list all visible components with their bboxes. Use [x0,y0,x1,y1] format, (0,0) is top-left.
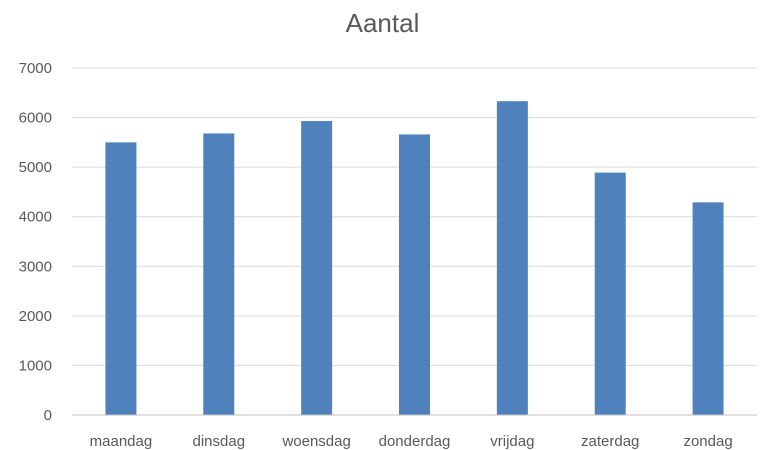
bar-maandag [105,142,137,415]
y-tick-label: 4000 [19,209,52,226]
x-tick-label: dinsdag [193,433,246,450]
bar-vrijdag [496,101,528,415]
y-tick-label: 5000 [19,159,52,176]
x-tick-label: zondag [683,433,732,450]
y-tick-label: 0 [44,407,52,424]
y-tick-label: 2000 [19,308,52,325]
y-tick-label: 6000 [19,110,52,127]
x-tick-label: zaterdag [581,433,639,450]
x-tick-label: donderdag [379,433,451,450]
y-tick-label: 3000 [19,258,52,275]
y-tick-label: 1000 [19,357,52,374]
bar-dinsdag [203,133,235,416]
bar-donderdag [399,134,430,415]
x-tick-label: vrijdag [490,433,534,450]
bar-zondag [692,202,724,415]
bar-woensdag [301,121,333,415]
bar-zaterdag [594,172,626,415]
x-tick-label: maandag [90,433,153,450]
chart-title: Aantal [345,8,420,38]
x-tick-label: woensdag [281,433,350,450]
y-tick-label: 7000 [19,60,52,77]
